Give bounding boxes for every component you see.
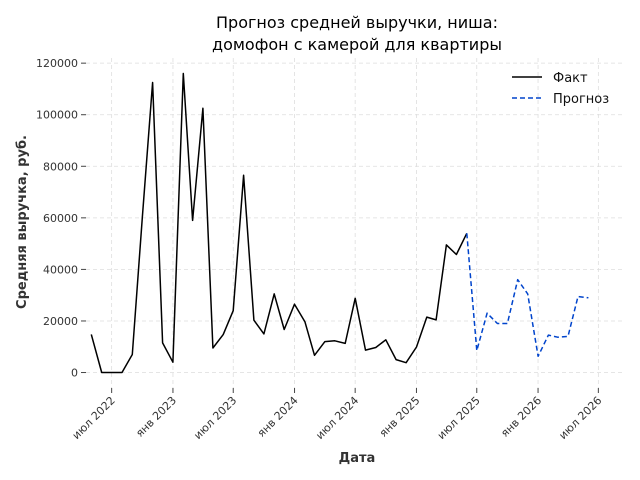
y-tick-label: 80000	[43, 160, 78, 173]
x-tick-label: янв 2026	[498, 394, 544, 440]
x-tick-label: июл 2024	[313, 394, 361, 442]
x-axis-label: Дата	[339, 451, 376, 466]
series-lines	[90, 72, 589, 374]
legend-label: Факт	[553, 71, 588, 86]
y-tick-label: 60000	[43, 212, 78, 225]
y-tick-label: 100000	[36, 109, 78, 122]
chart-title-line-1: Прогноз средней выручки, ниша:	[216, 13, 498, 32]
x-tick-label: янв 2024	[255, 394, 301, 440]
x-tick-label: июл 2022	[70, 394, 118, 442]
y-axis-label: Средняя выручка, руб.	[15, 135, 30, 309]
x-tick-label: янв 2025	[377, 394, 423, 440]
x-tick-label: июл 2025	[435, 394, 483, 442]
x-axis: июл 2022 янв 2023 июл 2023 янв 2024 июл 2024…	[70, 388, 604, 442]
grid	[86, 58, 622, 388]
series-line-actual	[90, 72, 468, 374]
chart-title: Прогноз средней выручки, ниша: домофон с…	[120, 12, 594, 56]
series-line-forecast	[466, 233, 589, 358]
y-tick-label: 120000	[36, 57, 78, 70]
legend-label: Прогноз	[553, 92, 609, 107]
x-tick-label: июл 2026	[556, 394, 604, 442]
y-tick-label: 0	[71, 367, 78, 380]
y-tick-label: 20000	[43, 315, 78, 328]
x-tick-label: янв 2023	[133, 394, 179, 440]
x-tick-label: июл 2023	[191, 394, 239, 442]
y-tick-label: 40000	[43, 263, 78, 276]
chart-title-line-2: домофон с камерой для квартиры	[212, 35, 502, 54]
y-axis: 0 20000 40000 60000 80000 100000 120000	[36, 57, 86, 380]
legend: Факт Прогноз	[512, 71, 609, 107]
